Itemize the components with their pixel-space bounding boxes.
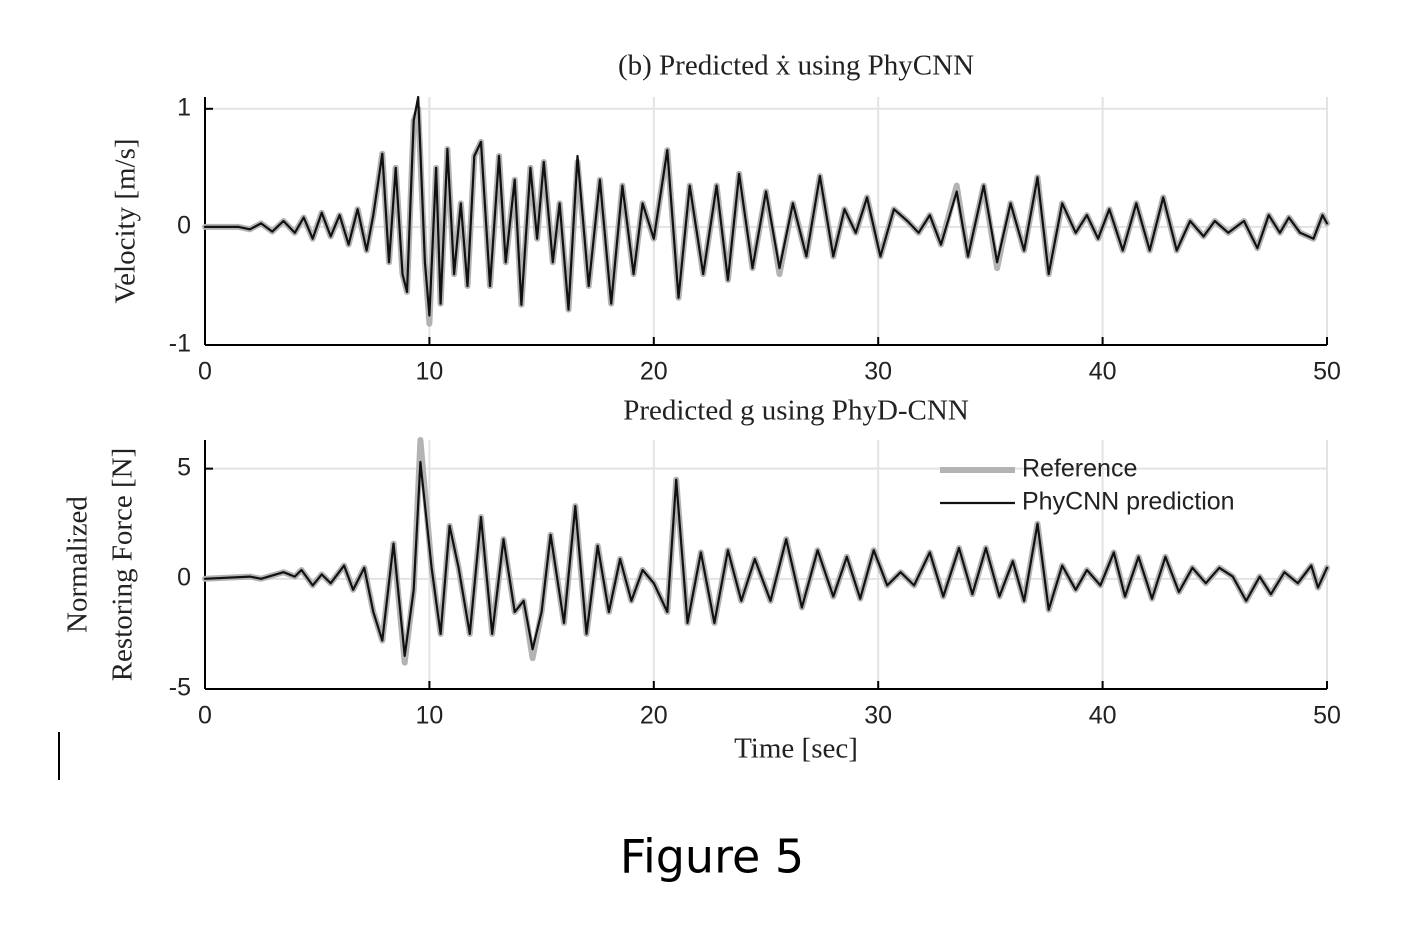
y-tick-label: 5 — [177, 453, 191, 481]
x-tick-label: 50 — [1313, 358, 1341, 386]
y-axis-label: Velocity [m/s] — [110, 138, 142, 303]
y-tick-label: 1 — [177, 93, 191, 121]
x-tick-label: 30 — [864, 702, 892, 730]
chart-title: (b) Predicted ẋ using PhyCNN — [618, 50, 974, 82]
y-axis-label: Normalized — [62, 496, 94, 633]
y-tick-label: 0 — [177, 563, 191, 591]
data-line — [203, 95, 1329, 317]
x-tick-label: 20 — [640, 702, 668, 730]
y-tick-label: 0 — [177, 212, 191, 240]
caption: Figure 5 — [620, 830, 804, 884]
x-tick-label: 30 — [864, 358, 892, 386]
chart-title: Predicted g using PhyD-CNN — [623, 395, 969, 427]
x-tick-label: 50 — [1313, 702, 1341, 730]
x-tick-label: 20 — [640, 358, 668, 386]
x-tick-label: 10 — [415, 702, 443, 730]
y-tick-label: -1 — [169, 330, 191, 358]
x-tick-label: 40 — [1089, 702, 1117, 730]
x-tick-label: 0 — [198, 702, 212, 730]
data-line — [203, 460, 1329, 657]
y-tick-label: -5 — [169, 674, 191, 702]
x-tick-label: 10 — [415, 358, 443, 386]
x-tick-label: 40 — [1089, 358, 1117, 386]
x-tick-label: 0 — [198, 358, 212, 386]
x-axis-label: Time [sec] — [734, 733, 858, 765]
legend-label: PhyCNN prediction — [1022, 488, 1235, 516]
legend-label: Reference — [1022, 455, 1137, 483]
y-axis-label: Restoring Force [N] — [107, 448, 139, 682]
data-line — [202, 437, 1330, 666]
